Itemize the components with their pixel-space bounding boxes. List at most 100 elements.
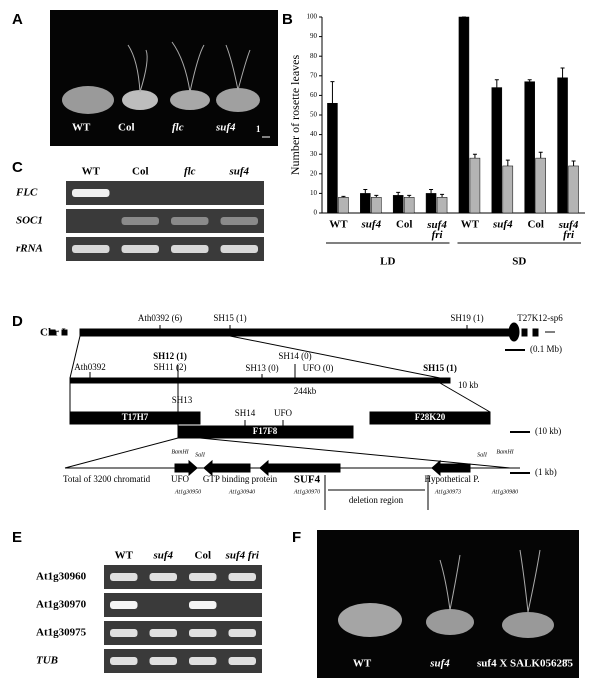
map-label: SH15 (1) <box>213 313 246 323</box>
photo-label: Col <box>118 122 135 134</box>
gel-band <box>228 573 256 581</box>
panel-label: E <box>12 529 22 546</box>
bar <box>524 81 535 214</box>
map-label: GTP binding protein <box>203 474 278 484</box>
photo-label: suf4 <box>215 122 236 134</box>
bar <box>371 197 382 214</box>
map-label: UFO (0) <box>303 363 334 373</box>
x-tick-label: Col <box>396 219 413 231</box>
row-label: TUB <box>36 655 58 667</box>
map-label: BamHI <box>171 449 189 455</box>
error-bar <box>494 79 499 88</box>
map-label: SH11 (2) <box>154 362 187 372</box>
y-tick-label: 40 <box>310 130 318 138</box>
gel-band <box>110 601 138 609</box>
map-label: At1g30950 <box>174 489 201 495</box>
photo-f: WT suf4 suf4 X SALK056285 <box>317 530 579 678</box>
gel-band <box>189 657 217 665</box>
y-tick-label: 30 <box>310 150 318 158</box>
gel-c: WT Col flc suf4 FLC SOC1 rRNA <box>15 166 264 261</box>
bar <box>392 195 404 214</box>
error-bar <box>407 194 412 198</box>
photo-a: WT Col flc suf4 1 <box>50 10 278 146</box>
bar <box>502 165 514 214</box>
photo-label: flc <box>172 122 184 134</box>
gel-band <box>149 573 177 581</box>
gel-band <box>149 629 177 637</box>
map-label: At1g30970 <box>293 489 320 495</box>
error-bar <box>330 81 335 104</box>
map-label: At1g30973 <box>434 489 461 495</box>
x-tick-label: Col <box>527 219 544 231</box>
row-label: At1g30970 <box>36 599 87 611</box>
map-label: F28K20 <box>415 412 446 422</box>
error-bar <box>472 153 477 159</box>
bar <box>458 16 470 214</box>
map-label: UFO <box>274 408 293 418</box>
error-bar <box>571 160 576 166</box>
map-label: Total of 3200 chromatid <box>63 474 151 484</box>
map-label: SH19 (1) <box>450 313 483 323</box>
map-label: SH13 <box>172 395 193 405</box>
panel-label: B <box>282 11 293 28</box>
x-tick-label: suf4 <box>492 219 513 231</box>
map-label: Ath0392 (6) <box>138 313 182 323</box>
map-label: SUF4 <box>294 474 321 486</box>
map-label: T17H7 <box>122 412 149 422</box>
error-bar <box>560 67 565 78</box>
map-label: Chr I <box>40 327 66 339</box>
bar-chart: 0 10 20 30 40 50 60 70 80 90 100 Number of rosette … <box>288 13 585 268</box>
y-tick-label: 80 <box>310 52 318 60</box>
gel-band <box>149 657 177 665</box>
row-label: At1g30960 <box>36 571 87 583</box>
map-labels: Chr I Ath0392 (6) SH15 (1) SH19 (1) T27K… <box>40 313 563 505</box>
lane-label: suf4 <box>152 550 173 562</box>
x-tick-label: WT <box>461 219 480 231</box>
y-tick-label: 50 <box>310 111 318 119</box>
bar <box>436 197 448 214</box>
y-tick-label: 90 <box>310 32 318 40</box>
x-tick-label: suf4 <box>361 219 382 231</box>
gel-e: WT suf4 Col suf4 fri At1g30960 At1g30970 At1g3… <box>36 550 262 673</box>
lane-label: Col <box>195 550 212 562</box>
map-label: SalI <box>477 452 488 458</box>
error-bar <box>341 195 346 198</box>
gel-band <box>110 657 138 665</box>
x-tick-label: WT <box>329 219 348 231</box>
map-label: SH12 (1) <box>153 351 187 361</box>
map-label: deletion region <box>349 495 404 505</box>
lane-label: WT <box>115 550 134 562</box>
error-bar <box>429 188 434 194</box>
map-label: SH14 <box>235 408 256 418</box>
error-bar <box>440 193 445 198</box>
bar <box>557 77 568 214</box>
lane-label: flc <box>184 166 196 178</box>
map-label: F17F8 <box>253 426 278 436</box>
row-label: rRNA <box>16 243 43 255</box>
map-label: SH14 (0) <box>278 351 311 361</box>
map-label: 244kb <box>294 386 317 396</box>
gel-band <box>220 245 258 253</box>
y-axis-label: Number of rosette leaves <box>288 55 302 176</box>
lane-label: WT <box>82 166 101 178</box>
gel-band <box>189 573 217 581</box>
bar <box>491 87 503 214</box>
gel-band <box>228 629 256 637</box>
gel-band <box>121 245 159 253</box>
gel-band <box>171 245 209 253</box>
gel-band <box>171 217 209 225</box>
map-label: SH13 (0) <box>245 363 278 373</box>
lane-label: Col <box>132 166 149 178</box>
gel-band <box>121 217 159 225</box>
scale-label: 1 <box>256 124 261 134</box>
gel-band <box>72 189 110 197</box>
y-tick-label: 100 <box>307 13 318 21</box>
gel-band <box>189 629 217 637</box>
error-bar <box>505 159 510 166</box>
bar <box>535 157 546 214</box>
photo-label: suf4 <box>429 658 450 670</box>
map-label: (10 kb) <box>535 426 561 436</box>
photo-label: WT <box>72 122 91 134</box>
error-bar <box>396 191 401 196</box>
panel-label: A <box>12 11 23 28</box>
